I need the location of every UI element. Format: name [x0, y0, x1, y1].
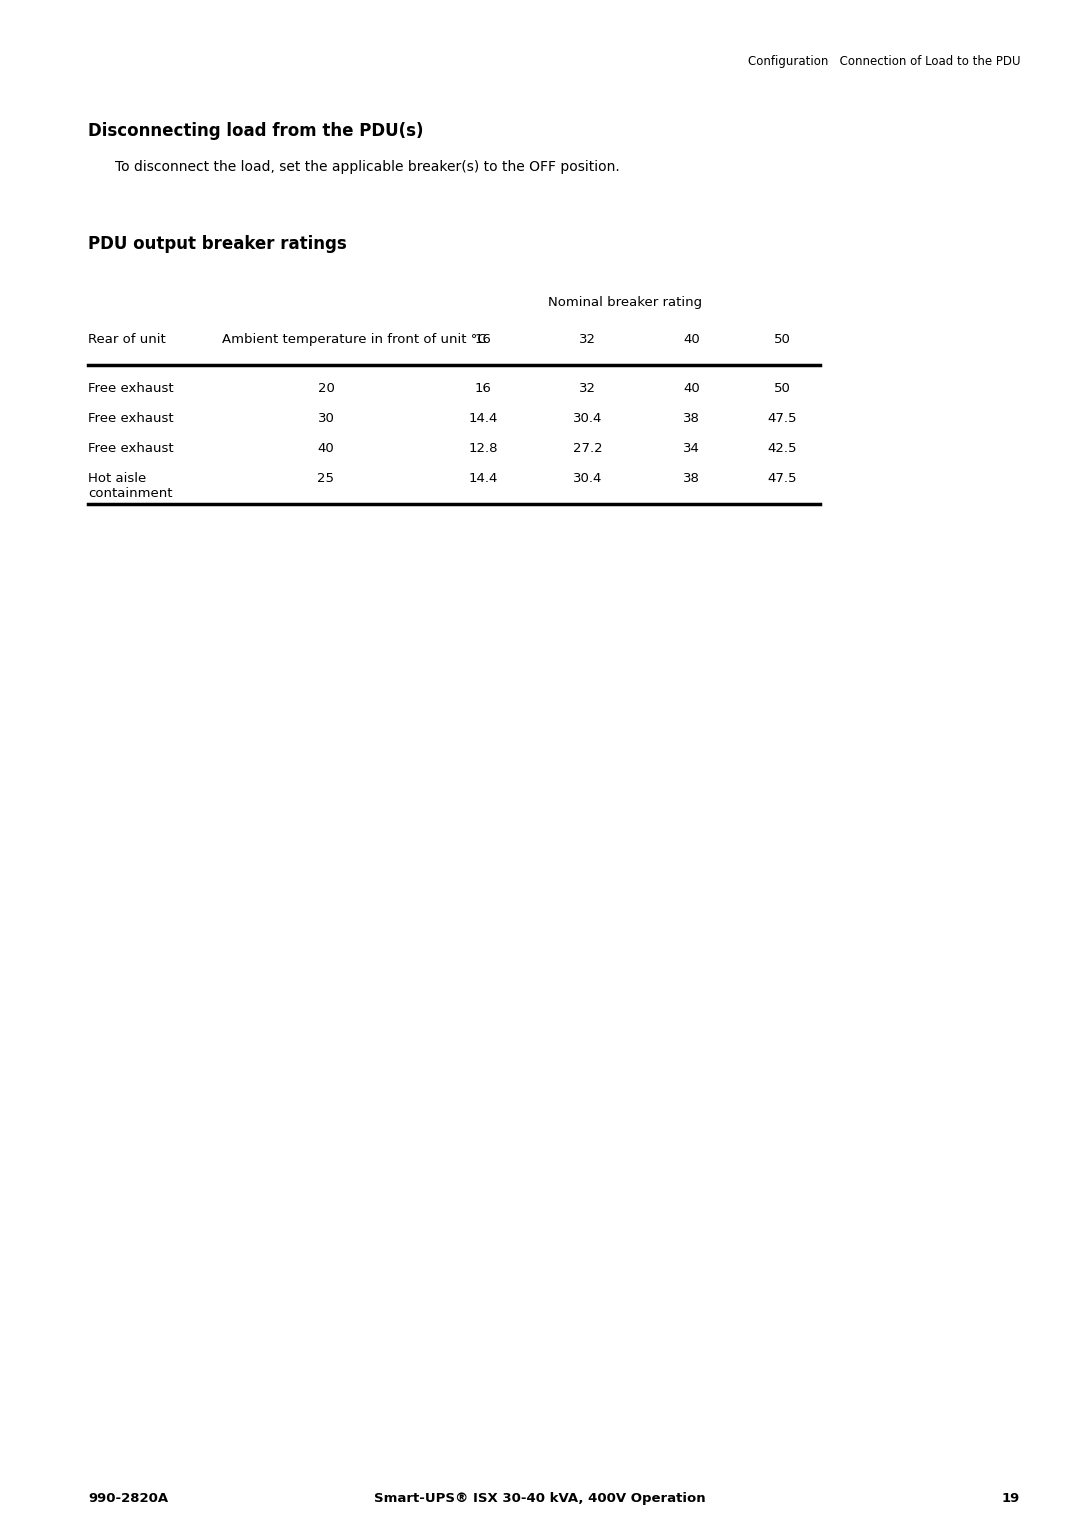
Text: Nominal breaker rating: Nominal breaker rating [548, 296, 702, 309]
Text: 50: 50 [774, 382, 791, 396]
Text: Free exhaust: Free exhaust [87, 413, 174, 425]
Text: 14.4: 14.4 [469, 472, 498, 484]
Text: Configuration   Connection of Load to the PDU: Configuration Connection of Load to the … [747, 55, 1020, 69]
Text: 19: 19 [1002, 1491, 1020, 1505]
Text: To disconnect the load, set the applicable breaker(s) to the OFF position.: To disconnect the load, set the applicab… [114, 160, 620, 174]
Text: Rear of unit: Rear of unit [87, 333, 165, 345]
Text: 30.4: 30.4 [572, 472, 603, 484]
Text: Ambient temperature in front of unit °C: Ambient temperature in front of unit °C [222, 333, 487, 345]
Text: 50: 50 [774, 333, 791, 345]
Text: 47.5: 47.5 [768, 413, 797, 425]
Text: 30: 30 [318, 413, 335, 425]
Text: 32: 32 [579, 382, 596, 396]
Text: 40: 40 [318, 442, 335, 455]
Text: 40: 40 [684, 382, 700, 396]
Text: 40: 40 [684, 333, 700, 345]
Text: 16: 16 [475, 382, 491, 396]
Text: Free exhaust: Free exhaust [87, 382, 174, 396]
Text: 47.5: 47.5 [768, 472, 797, 484]
Text: Smart-UPS® ISX 30-40 kVA, 400V Operation: Smart-UPS® ISX 30-40 kVA, 400V Operation [374, 1491, 706, 1505]
Text: 34: 34 [683, 442, 700, 455]
Text: 14.4: 14.4 [469, 413, 498, 425]
Text: 16: 16 [475, 333, 491, 345]
Text: Hot aisle
containment: Hot aisle containment [87, 472, 173, 500]
Text: 38: 38 [683, 472, 700, 484]
Text: PDU output breaker ratings: PDU output breaker ratings [87, 235, 347, 254]
Text: Disconnecting load from the PDU(s): Disconnecting load from the PDU(s) [87, 122, 423, 141]
Text: 25: 25 [318, 472, 335, 484]
Text: Free exhaust: Free exhaust [87, 442, 174, 455]
Text: 27.2: 27.2 [572, 442, 603, 455]
Text: 32: 32 [579, 333, 596, 345]
Text: 12.8: 12.8 [469, 442, 498, 455]
Text: 38: 38 [683, 413, 700, 425]
Text: 20: 20 [318, 382, 335, 396]
Text: 990-2820A: 990-2820A [87, 1491, 168, 1505]
Text: 30.4: 30.4 [572, 413, 603, 425]
Text: 42.5: 42.5 [768, 442, 797, 455]
